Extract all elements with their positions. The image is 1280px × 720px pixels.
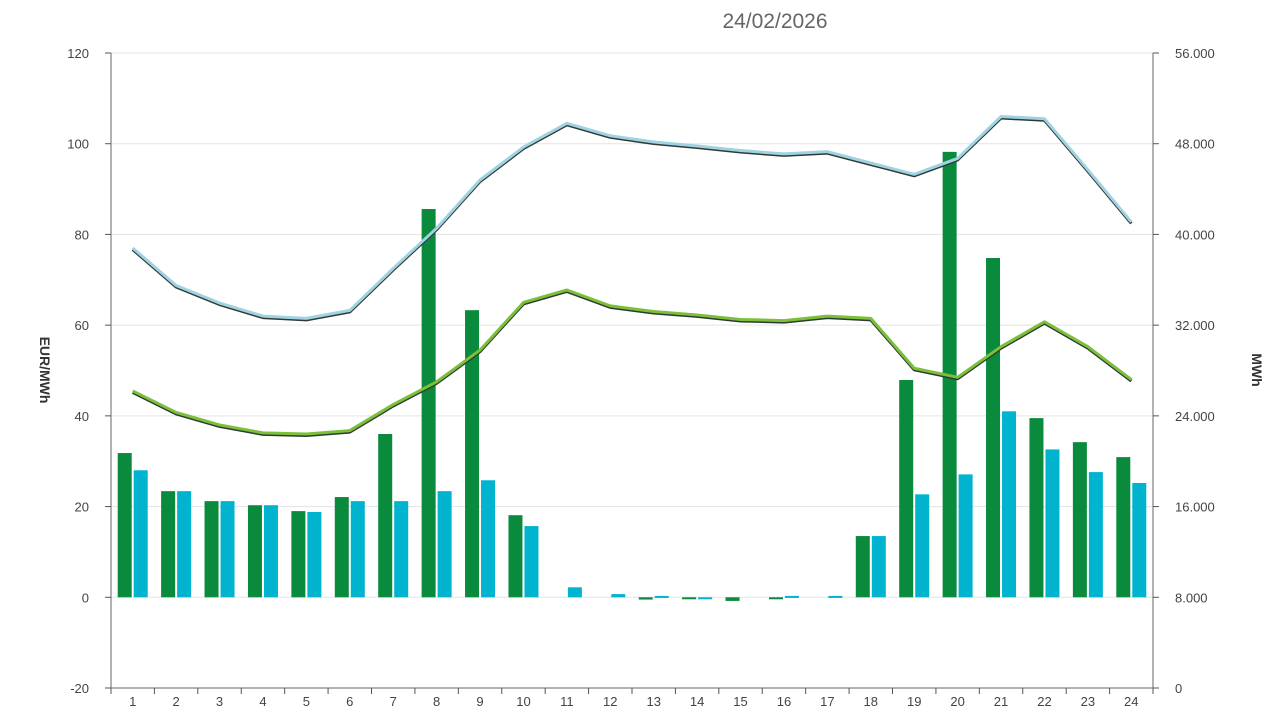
bar-green xyxy=(161,491,176,598)
y2-tick-label: 40.000 xyxy=(1175,227,1215,242)
y-tick-label: 80 xyxy=(75,227,89,242)
x-tick-label: 3 xyxy=(216,694,223,709)
bar-cyan xyxy=(350,501,365,598)
bar-green xyxy=(899,380,914,598)
y2-tick-label: 8.000 xyxy=(1175,590,1208,605)
x-tick-label: 10 xyxy=(516,694,530,709)
x-tick-label: 14 xyxy=(690,694,704,709)
bar-cyan xyxy=(524,526,539,598)
bar-green xyxy=(1029,418,1044,598)
bar-cyan xyxy=(220,501,235,598)
bar-cyan xyxy=(611,594,626,598)
x-tick-label: 8 xyxy=(433,694,440,709)
bar-cyan xyxy=(698,597,713,600)
bar-cyan xyxy=(654,595,669,598)
bar-green xyxy=(204,501,219,598)
bar-cyan xyxy=(958,474,973,598)
line-green xyxy=(132,288,1133,436)
x-tick-label: 17 xyxy=(820,694,834,709)
bar-cyan xyxy=(177,491,192,598)
bar-cyan xyxy=(915,494,930,598)
bar-cyan xyxy=(263,505,278,598)
bar-cyan xyxy=(567,587,582,598)
bar-cyan xyxy=(133,470,148,598)
bar-cyan xyxy=(307,512,322,598)
x-tick-label: 2 xyxy=(173,694,180,709)
bar-cyan xyxy=(1002,411,1017,598)
bar-green xyxy=(508,515,523,598)
x-tick-label: 9 xyxy=(476,694,483,709)
bar-cyan xyxy=(1132,482,1147,598)
bar-cyan xyxy=(1045,449,1060,598)
bar-green xyxy=(682,597,697,600)
y-axis-label: EUR/MWh xyxy=(37,337,53,404)
axes: -2002040608010012008.00016.00024.00032.0… xyxy=(67,46,1214,709)
bar-green xyxy=(465,310,480,598)
bar-green xyxy=(855,536,870,598)
bar-cyan xyxy=(1088,472,1103,598)
bar-green xyxy=(986,258,1001,598)
gridlines xyxy=(111,52,1153,689)
bar-green xyxy=(291,511,306,598)
x-tick-label: 22 xyxy=(1037,694,1051,709)
y-tick-label: 40 xyxy=(75,409,89,424)
bar-green xyxy=(768,597,783,600)
bar-green xyxy=(638,597,653,600)
bar-green xyxy=(1116,457,1131,598)
x-tick-label: 4 xyxy=(259,694,266,709)
y-tick-label: -20 xyxy=(70,681,89,696)
x-tick-label: 20 xyxy=(950,694,964,709)
y2-tick-label: 16.000 xyxy=(1175,500,1215,515)
bar-green xyxy=(334,497,349,598)
bar-green xyxy=(725,597,740,601)
x-tick-label: 1 xyxy=(129,694,136,709)
y-tick-label: 120 xyxy=(67,46,89,61)
bar-green xyxy=(247,505,262,598)
bar-green xyxy=(378,434,393,598)
chart-title: 24/02/2026 xyxy=(722,10,827,33)
x-tick-label: 19 xyxy=(907,694,921,709)
bar-green xyxy=(1072,442,1087,598)
y-tick-label: 0 xyxy=(82,590,89,605)
line-shadow xyxy=(132,289,1133,437)
bar-green xyxy=(421,209,436,598)
x-tick-label: 6 xyxy=(346,694,353,709)
y2-tick-label: 24.000 xyxy=(1175,409,1215,424)
x-tick-label: 21 xyxy=(994,694,1008,709)
line-blue xyxy=(131,115,1133,320)
bar-green xyxy=(117,453,132,598)
x-tick-label: 23 xyxy=(1081,694,1095,709)
x-tick-label: 12 xyxy=(603,694,617,709)
y2-axis-label: MWh xyxy=(1249,353,1265,386)
bar-cyan xyxy=(784,595,799,598)
y2-tick-label: 48.000 xyxy=(1175,137,1215,152)
line-shadow xyxy=(131,116,1133,322)
y2-tick-label: 56.000 xyxy=(1175,46,1215,61)
y-tick-label: 100 xyxy=(67,137,89,152)
bar-cyan xyxy=(828,595,843,598)
bars xyxy=(117,151,1147,601)
x-tick-label: 24 xyxy=(1124,694,1138,709)
x-tick-label: 18 xyxy=(864,694,878,709)
x-tick-label: 16 xyxy=(777,694,791,709)
y2-tick-label: 0 xyxy=(1175,681,1182,696)
x-tick-label: 7 xyxy=(390,694,397,709)
y-tick-label: 60 xyxy=(75,318,89,333)
x-tick-label: 11 xyxy=(560,694,574,709)
bar-cyan xyxy=(394,501,409,598)
x-tick-label: 15 xyxy=(733,694,747,709)
x-tick-label: 13 xyxy=(646,694,660,709)
y-tick-label: 20 xyxy=(75,500,89,515)
x-tick-label: 5 xyxy=(303,694,310,709)
bar-cyan xyxy=(481,480,496,598)
bar-cyan xyxy=(437,491,452,598)
y2-tick-label: 32.000 xyxy=(1175,318,1215,333)
lines xyxy=(131,115,1133,437)
bar-cyan xyxy=(871,536,886,598)
